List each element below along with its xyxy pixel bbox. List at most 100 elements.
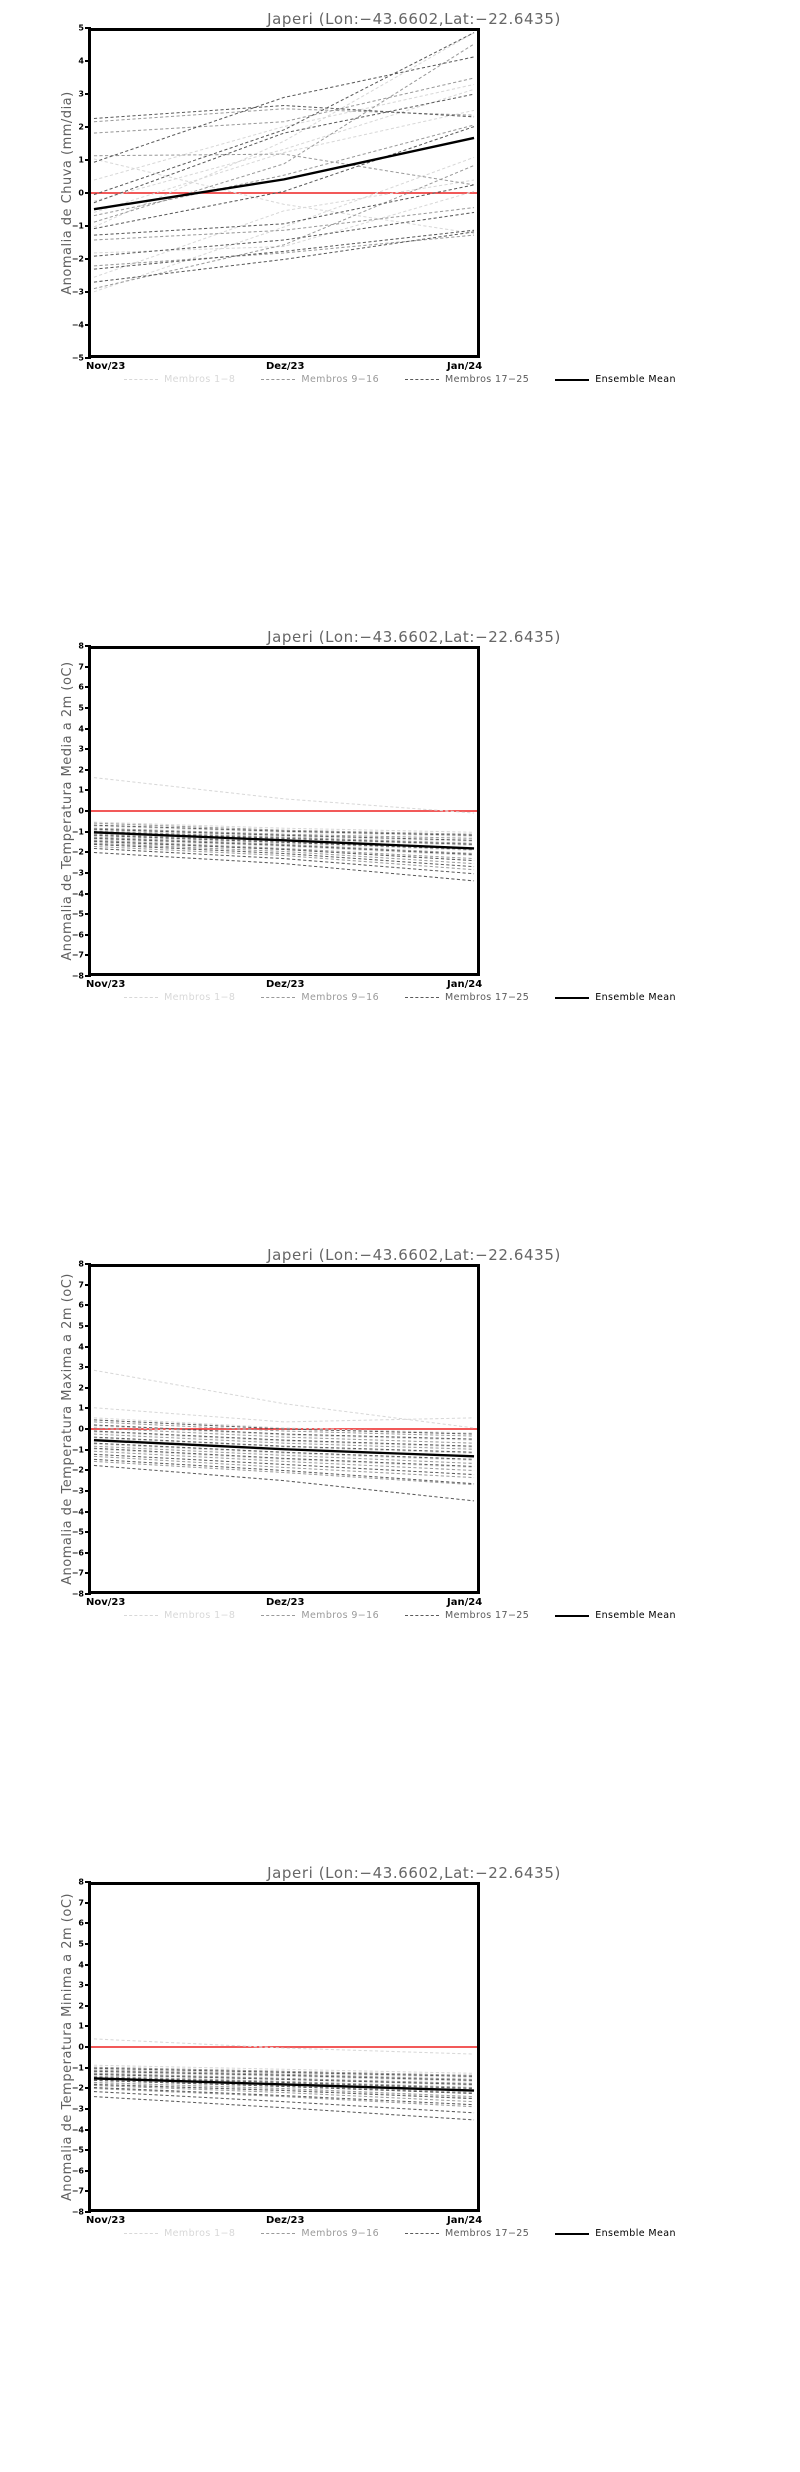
member-line bbox=[93, 1455, 475, 1479]
member-line bbox=[93, 156, 475, 293]
member-line bbox=[93, 2086, 475, 2106]
y-tick-mark bbox=[85, 727, 91, 730]
y-tick-label: −8 bbox=[71, 1589, 84, 1599]
legend-label: Ensemble Mean bbox=[595, 1610, 676, 1621]
legend-membros-1-8[interactable]: Membros 1−8 bbox=[124, 2228, 235, 2239]
y-tick-mark bbox=[85, 933, 91, 936]
member-line bbox=[93, 845, 475, 871]
y-tick-label: 5 bbox=[78, 1321, 84, 1331]
legend-membros-9-16[interactable]: Membros 9−16 bbox=[261, 1610, 379, 1621]
y-tick-mark bbox=[85, 2025, 91, 2028]
y-tick-label: 3 bbox=[78, 1980, 84, 1990]
legend-label: Membros 17−25 bbox=[445, 1610, 530, 1621]
plot-area-chuva bbox=[88, 28, 480, 358]
y-tick-label: 2 bbox=[78, 1383, 84, 1393]
y-tick-mark bbox=[85, 1489, 91, 1492]
x-tick-label: Jan/24 bbox=[447, 1597, 483, 1608]
member-line bbox=[93, 1458, 475, 1485]
legend-membros-9-16[interactable]: Membros 9−16 bbox=[261, 2228, 379, 2239]
member-line bbox=[93, 1421, 475, 1437]
y-tick-label: 4 bbox=[78, 1960, 84, 1969]
legend-label: Membros 17−25 bbox=[445, 2228, 530, 2239]
ensemble-mean-line bbox=[93, 831, 475, 850]
member-line bbox=[93, 1453, 475, 1476]
member-line bbox=[93, 105, 475, 119]
y-tick-label: 4 bbox=[78, 724, 84, 733]
y-tick-mark bbox=[85, 1922, 91, 1925]
member-line bbox=[93, 83, 475, 181]
legend-label: Membros 9−16 bbox=[301, 992, 380, 1003]
y-tick-label: −1 bbox=[71, 827, 84, 837]
y-tick-mark bbox=[85, 1881, 91, 1883]
legend-membros-1-8[interactable]: Membros 1−8 bbox=[124, 1610, 235, 1621]
plot-area-temp-maxima bbox=[88, 1264, 480, 1594]
member-line bbox=[93, 2066, 475, 2076]
chart-panel-temp-media: Japeri (Lon:−43.6602,Lat:−22.6435) Anomal… bbox=[0, 618, 800, 1236]
y-tick-mark bbox=[85, 1963, 91, 1966]
x-tick-label: Nov/23 bbox=[86, 361, 126, 372]
y-tick-mark bbox=[85, 357, 91, 359]
member-line bbox=[93, 2082, 475, 2099]
y-tick-mark bbox=[85, 768, 91, 771]
y-tick-label: 7 bbox=[78, 1280, 84, 1290]
y-tick-label: 3 bbox=[78, 744, 84, 754]
member-line bbox=[93, 2081, 475, 2098]
member-line bbox=[93, 231, 475, 283]
y-tick-label: 3 bbox=[78, 1362, 84, 1372]
chart-title-text: Japeri (Lon:−43.6602,Lat:−22.6435) bbox=[267, 1246, 561, 1264]
member-line bbox=[93, 229, 475, 270]
member-line bbox=[93, 2071, 475, 2082]
member-line bbox=[93, 1424, 475, 1440]
y-tick-label: 5 bbox=[78, 703, 84, 713]
y-tick-label: 5 bbox=[78, 23, 84, 33]
legend-membros-17-25[interactable]: Membros 17−25 bbox=[405, 2228, 529, 2239]
member-line bbox=[93, 777, 475, 814]
y-tick-mark bbox=[85, 225, 91, 227]
legend-swatch-dashed-line-icon bbox=[124, 997, 159, 998]
legend-swatch-solid-line-icon bbox=[555, 2232, 590, 2235]
member-line bbox=[93, 838, 475, 857]
y-tick-mark bbox=[85, 1263, 91, 1265]
y-tick-label: −3 bbox=[71, 2104, 84, 2114]
member-line bbox=[93, 1430, 475, 1447]
y-tick-label: −6 bbox=[71, 930, 84, 940]
y-tick-mark bbox=[85, 291, 91, 293]
y-tick-mark bbox=[85, 1428, 91, 1430]
y-tick-mark bbox=[85, 810, 91, 812]
y-tick-mark bbox=[85, 1510, 91, 1513]
legend-ensemble-mean[interactable]: Ensemble Mean bbox=[555, 374, 676, 385]
y-tick-mark bbox=[85, 2004, 91, 2007]
legend-ensemble-mean[interactable]: Ensemble Mean bbox=[555, 2228, 676, 2239]
member-line bbox=[93, 830, 475, 844]
member-line bbox=[93, 2038, 475, 2055]
x-tick-label: Nov/23 bbox=[86, 979, 126, 990]
legend-membros-1-8[interactable]: Membros 1−8 bbox=[124, 374, 235, 385]
legend-membros-9-16[interactable]: Membros 9−16 bbox=[261, 992, 379, 1003]
y-tick-mark bbox=[85, 954, 91, 957]
legend-membros-1-8[interactable]: Membros 1−8 bbox=[124, 992, 235, 1003]
legend-ensemble-mean[interactable]: Ensemble Mean bbox=[555, 1610, 676, 1621]
member-line bbox=[93, 93, 475, 204]
legend-membros-17-25[interactable]: Membros 17−25 bbox=[405, 374, 529, 385]
legend-membros-17-25[interactable]: Membros 17−25 bbox=[405, 992, 529, 1003]
legend-swatch-dashed-line-icon bbox=[261, 379, 296, 380]
legend-membros-9-16[interactable]: Membros 9−16 bbox=[261, 374, 379, 385]
y-tick-label: 2 bbox=[78, 2001, 84, 2011]
y-tick-mark bbox=[85, 2046, 91, 2048]
y-tick-label: −6 bbox=[71, 2166, 84, 2176]
legend-label: Membros 1−8 bbox=[164, 374, 236, 385]
y-tick-label: −2 bbox=[71, 2083, 84, 2093]
y-tick-label: 6 bbox=[78, 682, 84, 692]
legend-membros-17-25[interactable]: Membros 17−25 bbox=[405, 1610, 529, 1621]
y-tick-mark bbox=[85, 975, 91, 977]
legend-ensemble-mean[interactable]: Ensemble Mean bbox=[555, 992, 676, 1003]
legend-swatch-dashed-line-icon bbox=[124, 1615, 159, 1616]
y-tick-mark bbox=[85, 1304, 91, 1307]
y-tick-mark bbox=[85, 1531, 91, 1534]
y-tick-label: 1 bbox=[78, 155, 84, 165]
y-tick-mark bbox=[85, 60, 91, 62]
member-line bbox=[93, 847, 475, 875]
y-tick-label: −2 bbox=[71, 1465, 84, 1475]
y-tick-mark bbox=[85, 1448, 91, 1451]
member-line bbox=[93, 1433, 475, 1450]
